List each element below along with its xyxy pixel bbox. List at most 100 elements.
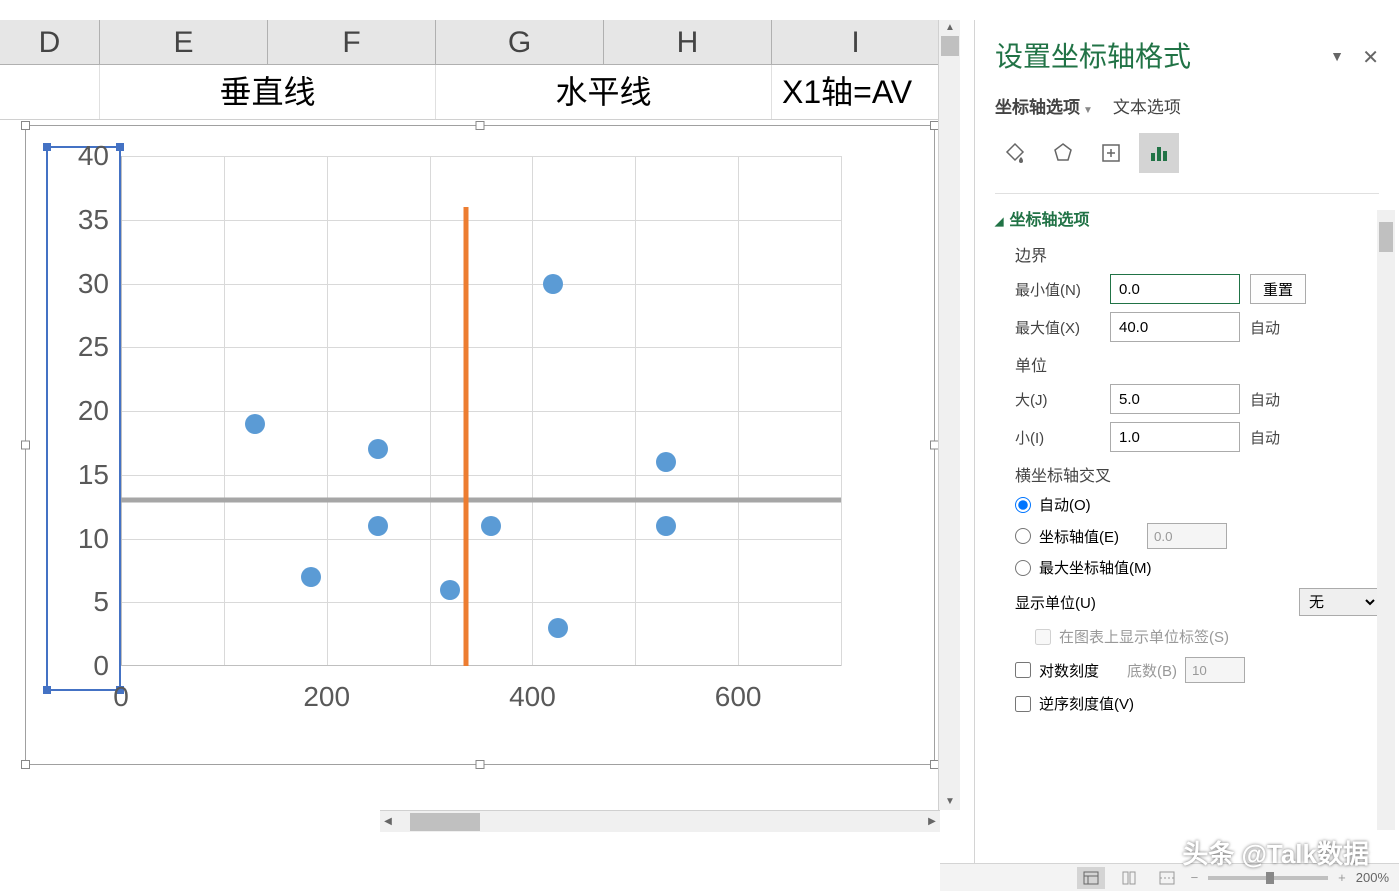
min-reset-button[interactable]: 重置 — [1250, 274, 1306, 304]
max-auto-label: 自动 — [1250, 317, 1280, 338]
plot-area[interactable] — [121, 156, 841, 666]
display-units-select[interactable]: 无 — [1299, 588, 1379, 616]
bounds-label: 边界 — [1015, 242, 1379, 266]
log-label: 对数刻度 — [1039, 660, 1099, 681]
section-axis-options[interactable]: 坐标轴选项 — [995, 206, 1379, 230]
display-units-label: 显示单位(U) — [1015, 592, 1096, 613]
x-tick-label: 200 — [303, 681, 350, 713]
cross-label: 横坐标轴交叉 — [1015, 462, 1379, 486]
data-point[interactable] — [656, 452, 676, 472]
minor-label: 小(I) — [1015, 427, 1100, 448]
resize-handle[interactable] — [476, 760, 485, 769]
cross-max-label: 最大坐标轴值(M) — [1039, 557, 1152, 578]
resize-handle[interactable] — [476, 121, 485, 130]
normal-view-icon[interactable] — [1077, 867, 1105, 889]
scroll-thumb[interactable] — [1379, 222, 1393, 252]
zoom-slider[interactable] — [1208, 876, 1328, 880]
close-icon[interactable]: ✕ — [1362, 45, 1379, 70]
log-base-input — [1185, 657, 1245, 683]
log-checkbox[interactable] — [1015, 662, 1031, 678]
min-label: 最小值(N) — [1015, 279, 1100, 300]
label-row: 垂直线 水平线 X1轴=AV — [0, 65, 960, 120]
y-tick-label: 35 — [78, 204, 109, 236]
y-tick-label: 15 — [78, 459, 109, 491]
data-point[interactable] — [543, 274, 563, 294]
panel-tabs: 坐标轴选项▼ 文本选项 — [995, 93, 1379, 118]
zoom-level[interactable]: 200% — [1356, 870, 1389, 885]
fill-icon[interactable] — [995, 133, 1035, 173]
major-input[interactable] — [1110, 384, 1240, 414]
minor-input[interactable] — [1110, 422, 1240, 452]
reverse-label: 逆序刻度值(V) — [1039, 693, 1134, 714]
page-break-view-icon[interactable] — [1153, 867, 1181, 889]
cross-max-radio[interactable] — [1015, 560, 1031, 576]
panel-menu-icon[interactable]: ▼ — [1330, 48, 1344, 64]
data-point[interactable] — [548, 618, 568, 638]
page-layout-view-icon[interactable] — [1115, 867, 1143, 889]
units-label: 单位 — [1015, 352, 1379, 376]
horizontal-reference-line[interactable] — [121, 498, 841, 503]
panel-icon-row — [995, 133, 1379, 173]
cell-empty[interactable] — [0, 65, 100, 119]
cell-x1axis-label[interactable]: X1轴=AV — [772, 65, 960, 119]
scroll-left-icon[interactable]: ◀ — [380, 811, 396, 833]
y-tick-label: 30 — [78, 268, 109, 300]
sheet-vertical-scrollbar[interactable]: ▲ ▼ — [938, 20, 960, 810]
effects-icon[interactable] — [1043, 133, 1083, 173]
show-units-label: 在图表上显示单位标签(S) — [1059, 626, 1229, 647]
col-header-e[interactable]: E — [100, 20, 268, 64]
major-label: 大(J) — [1015, 389, 1100, 410]
resize-handle[interactable] — [21, 760, 30, 769]
x-tick-label: 400 — [509, 681, 556, 713]
axis-options-icon[interactable] — [1139, 133, 1179, 173]
data-point[interactable] — [245, 414, 265, 434]
y-tick-label: 10 — [78, 523, 109, 555]
cross-value-input — [1147, 523, 1227, 549]
col-header-i[interactable]: I — [772, 20, 940, 64]
cross-value-label: 坐标轴值(E) — [1039, 526, 1119, 547]
log-base-label: 底数(B) — [1127, 660, 1177, 681]
reverse-checkbox[interactable] — [1015, 696, 1031, 712]
tab-text-options[interactable]: 文本选项 — [1113, 93, 1181, 118]
cross-auto-radio[interactable] — [1015, 497, 1031, 513]
size-icon[interactable] — [1091, 133, 1131, 173]
scroll-right-icon[interactable]: ▶ — [924, 811, 940, 833]
cell-horizontal-label[interactable]: 水平线 — [436, 65, 772, 119]
scroll-thumb[interactable] — [410, 813, 480, 831]
panel-scrollbar[interactable] — [1377, 210, 1395, 830]
min-input[interactable] — [1110, 274, 1240, 304]
cell-vertical-label[interactable]: 垂直线 — [100, 65, 436, 119]
max-label: 最大值(X) — [1015, 317, 1100, 338]
x-tick-label: 0 — [113, 681, 129, 713]
scroll-thumb[interactable] — [941, 36, 959, 56]
y-tick-label: 20 — [78, 395, 109, 427]
data-point[interactable] — [368, 439, 388, 459]
data-point[interactable] — [301, 567, 321, 587]
resize-handle[interactable] — [21, 121, 30, 130]
scroll-up-icon[interactable]: ▲ — [939, 20, 961, 36]
scroll-down-icon[interactable]: ▼ — [939, 794, 961, 810]
cross-value-radio[interactable] — [1015, 528, 1031, 544]
col-header-f[interactable]: F — [268, 20, 436, 64]
x-tick-label: 600 — [715, 681, 762, 713]
data-point[interactable] — [656, 516, 676, 536]
sheet-horizontal-scrollbar[interactable]: ◀ ▶ — [380, 810, 940, 832]
col-header-h[interactable]: H — [604, 20, 772, 64]
status-bar: − + 200% — [940, 863, 1399, 891]
data-point[interactable] — [368, 516, 388, 536]
panel-title: 设置坐标轴格式 — [995, 35, 1379, 75]
col-header-d[interactable]: D — [0, 20, 100, 64]
major-auto-label: 自动 — [1250, 389, 1280, 410]
col-header-g[interactable]: G — [436, 20, 604, 64]
y-tick-label: 0 — [93, 650, 109, 682]
tab-axis-options[interactable]: 坐标轴选项▼ — [995, 93, 1093, 118]
vertical-reference-line[interactable] — [463, 207, 468, 666]
y-tick-label: 25 — [78, 331, 109, 363]
data-point[interactable] — [440, 580, 460, 600]
y-tick-label: 5 — [93, 586, 109, 618]
chart-object[interactable]: 05101520253035400200400600 — [25, 125, 935, 765]
show-units-checkbox — [1035, 629, 1051, 645]
data-point[interactable] — [481, 516, 501, 536]
resize-handle[interactable] — [21, 441, 30, 450]
max-input[interactable] — [1110, 312, 1240, 342]
